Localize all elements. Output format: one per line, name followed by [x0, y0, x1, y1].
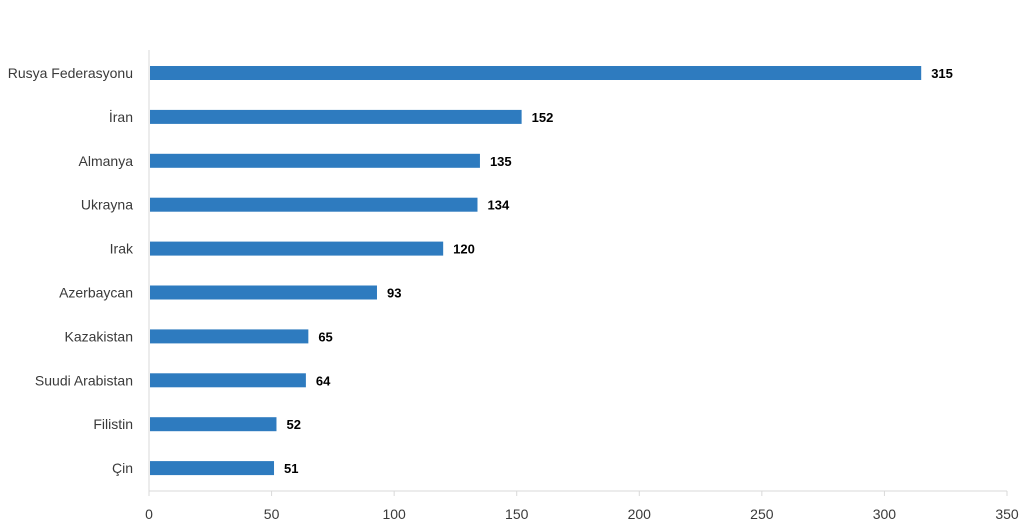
x-tick-label: 150 [505, 506, 529, 522]
data-label: 134 [487, 198, 509, 213]
data-label: 93 [387, 286, 401, 301]
bar [150, 153, 480, 168]
bar [150, 285, 377, 300]
bars [150, 66, 922, 476]
category-label: Almanya [79, 153, 134, 169]
x-tick-label: 300 [873, 506, 897, 522]
x-tick-label: 100 [382, 506, 406, 522]
bar [150, 109, 522, 124]
data-label: 152 [532, 110, 554, 125]
data-label: 135 [490, 154, 512, 169]
x-tick-label: 50 [264, 506, 280, 522]
bar [150, 329, 309, 344]
category-label: Filistin [93, 416, 133, 432]
category-label: İran [109, 108, 133, 125]
x-tick-label: 350 [995, 506, 1019, 522]
bar [150, 417, 277, 432]
x-tick-label: 0 [145, 506, 153, 522]
category-label: Kazakistan [65, 328, 133, 344]
data-label: 64 [316, 373, 331, 388]
data-label: 51 [284, 461, 298, 476]
bar [150, 66, 922, 80]
labels: 0 50 100 150 200 250 300 350 Rusya Federasyonu 31… [8, 65, 1019, 522]
bar [150, 197, 478, 212]
bar [150, 461, 275, 476]
category-label: Suudi Arabistan [35, 372, 133, 388]
data-label: 120 [453, 242, 475, 257]
category-label: Ukrayna [81, 197, 133, 213]
x-tick-label: 250 [750, 506, 774, 522]
category-label: Azerbaycan [59, 285, 133, 301]
data-label: 315 [931, 66, 953, 81]
category-label: Rusya Federasyonu [8, 65, 133, 81]
data-label: 52 [286, 417, 300, 432]
bar [150, 373, 306, 388]
axes [148, 50, 1008, 496]
x-tick-label: 200 [628, 506, 652, 522]
data-label: 65 [318, 329, 332, 344]
category-label: Çin [112, 460, 133, 476]
category-label: Irak [110, 241, 134, 257]
bar [150, 241, 444, 256]
